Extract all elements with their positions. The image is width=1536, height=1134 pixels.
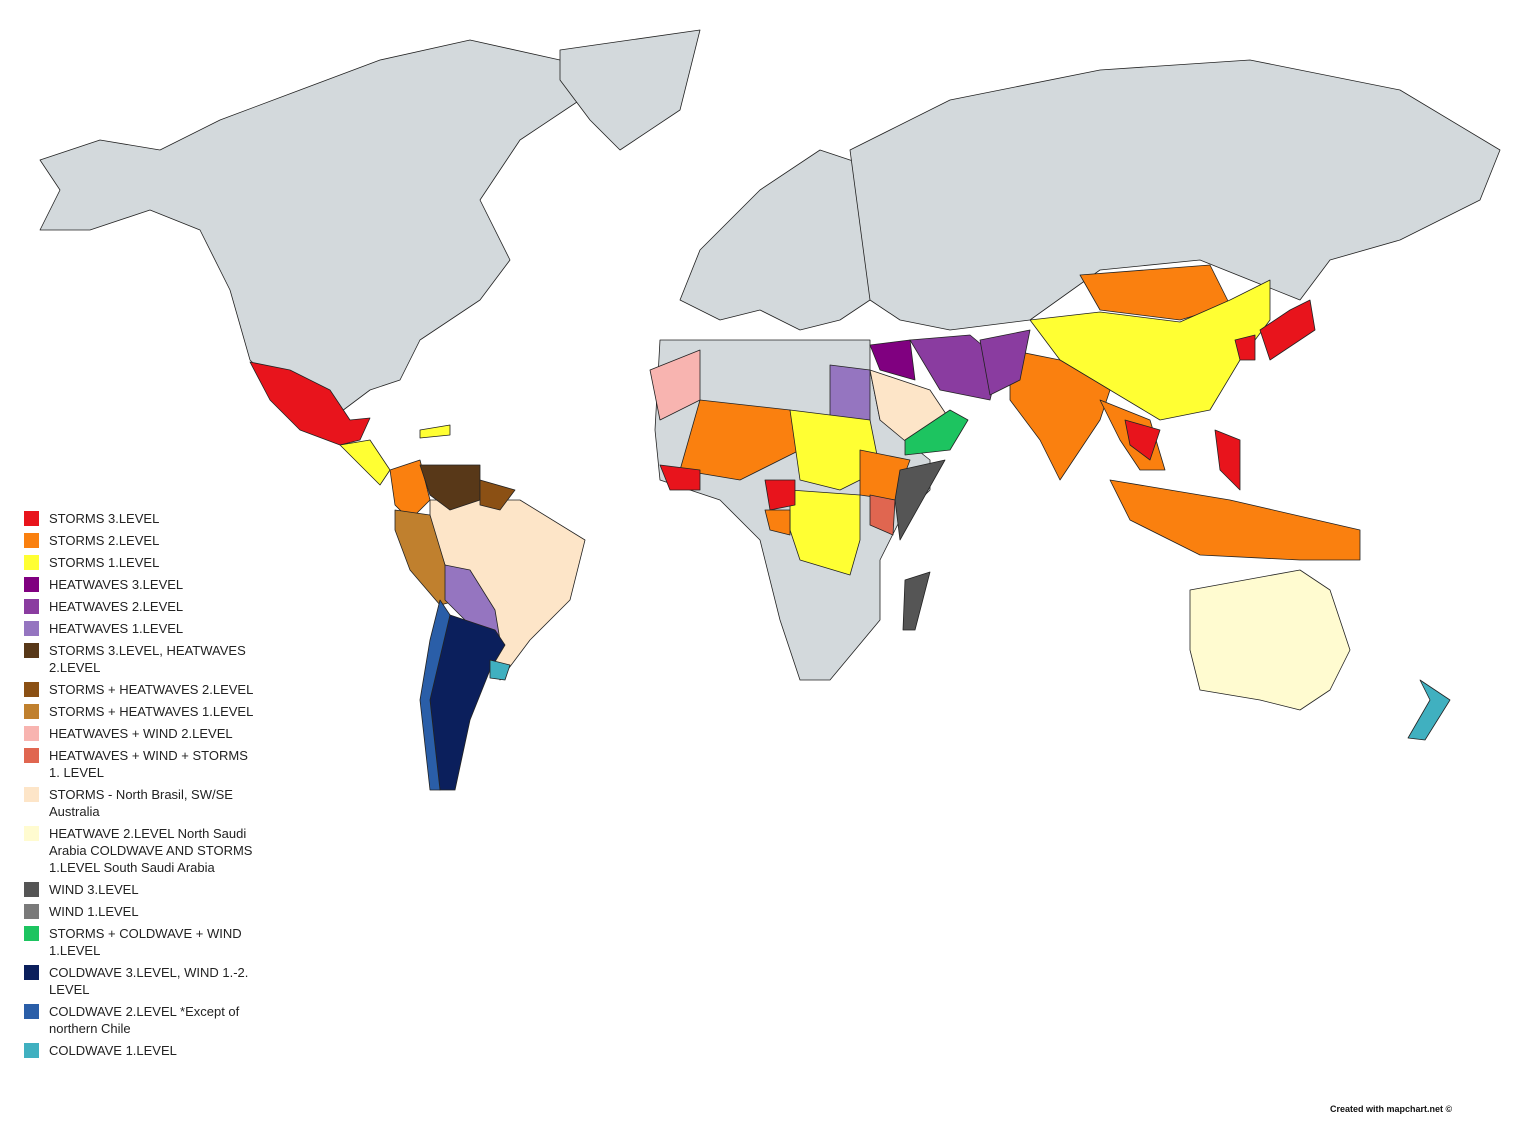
india — [1009, 349, 1111, 481]
legend-swatch — [24, 704, 39, 719]
legend-label: STORMS - North Brasil, SW/SE Australia — [49, 787, 233, 819]
legend-swatch — [24, 904, 39, 919]
legend-swatch — [24, 621, 39, 636]
madagascar — [902, 571, 931, 631]
legend-swatch — [24, 599, 39, 614]
legend-item: HEATWAVES + WIND 2.LEVEL — [24, 725, 274, 742]
sahel — [679, 399, 801, 481]
west-africa — [659, 464, 701, 491]
philippines — [1214, 429, 1241, 491]
legend-item: STORMS - North Brasil, SW/SE Australia — [24, 786, 274, 820]
regions — [249, 264, 1451, 791]
indonesia — [1109, 479, 1361, 561]
legend-item: STORMS 3.LEVEL, HEATWAVES 2.LEVEL — [24, 642, 274, 676]
legend-label: HEATWAVES 3.LEVEL — [49, 577, 184, 592]
thailand — [1124, 419, 1161, 461]
legend-swatch — [24, 682, 39, 697]
legend-item: HEATWAVES 1.LEVEL — [24, 620, 274, 637]
kenya — [869, 494, 896, 536]
colombia — [389, 459, 431, 521]
greenland — [559, 29, 701, 151]
afghanistan — [979, 329, 1031, 396]
legend: STORMS 3.LEVEL STORMS 2.LEVEL STORMS 1.LEV… — [24, 510, 274, 1064]
legend-swatch — [24, 965, 39, 980]
legend-swatch — [24, 882, 39, 897]
somalia — [894, 459, 946, 541]
legend-item: COLDWAVE 3.LEVEL, WIND 1.-2. LEVEL — [24, 964, 274, 998]
legend-swatch — [24, 1043, 39, 1058]
legend-label: STORMS + HEATWAVES 2.LEVEL — [49, 682, 254, 697]
legend-item: STORMS + HEATWAVES 1.LEVEL — [24, 703, 274, 720]
japan — [1259, 299, 1316, 361]
legend-label: STORMS 3.LEVEL, HEATWAVES 2.LEVEL — [49, 643, 246, 675]
venezuela — [419, 464, 481, 511]
mexico — [249, 361, 371, 446]
legend-label: STORMS + COLDWAVE + WIND 1.LEVEL — [49, 926, 242, 958]
asia — [849, 59, 1501, 331]
legend-item: WIND 3.LEVEL — [24, 881, 274, 898]
korea — [1234, 334, 1256, 361]
new-zealand — [1407, 679, 1451, 741]
legend-swatch — [24, 748, 39, 763]
egypt — [829, 364, 871, 421]
legend-label: HEATWAVE 2.LEVEL North Saudi Arabia COLD… — [49, 826, 253, 875]
legend-swatch — [24, 577, 39, 592]
legend-label: HEATWAVES 1.LEVEL — [49, 621, 184, 636]
australia — [1189, 569, 1351, 711]
legend-label: STORMS + HEATWAVES 1.LEVEL — [49, 704, 254, 719]
legend-label: COLDWAVE 2.LEVEL *Except of northern Chi… — [49, 1004, 240, 1036]
legend-swatch — [24, 643, 39, 658]
legend-label: HEATWAVES + WIND + STORMS 1. LEVEL — [49, 748, 248, 780]
chile — [419, 599, 451, 791]
legend-swatch — [24, 787, 39, 802]
credit: Created with mapchart.net © — [1330, 1104, 1453, 1114]
legend-label: COLDWAVE 3.LEVEL, WIND 1.-2. LEVEL — [49, 965, 249, 997]
gabon — [764, 509, 791, 536]
legend-label: STORMS 3.LEVEL — [49, 511, 160, 526]
legend-swatch — [24, 533, 39, 548]
legend-swatch — [24, 826, 39, 841]
legend-label: WIND 3.LEVEL — [49, 882, 139, 897]
legend-item: STORMS 2.LEVEL — [24, 532, 274, 549]
legend-swatch — [24, 511, 39, 526]
legend-label: HEATWAVES + WIND 2.LEVEL — [49, 726, 233, 741]
legend-item: COLDWAVE 2.LEVEL *Except of northern Chi… — [24, 1003, 274, 1037]
legend-label: STORMS 2.LEVEL — [49, 533, 160, 548]
legend-item: STORMS 1.LEVEL — [24, 554, 274, 571]
legend-item: HEATWAVES 2.LEVEL — [24, 598, 274, 615]
legend-label: WIND 1.LEVEL — [49, 904, 139, 919]
guyana — [479, 479, 516, 511]
legend-item: HEATWAVE 2.LEVEL North Saudi Arabia COLD… — [24, 825, 274, 876]
yemen-oman — [904, 409, 969, 456]
legend-item: WIND 1.LEVEL — [24, 903, 274, 920]
legend-label: STORMS 1.LEVEL — [49, 555, 160, 570]
north-america — [39, 39, 581, 421]
cameroon — [764, 479, 796, 511]
legend-item: STORMS 3.LEVEL — [24, 510, 274, 527]
legend-swatch — [24, 726, 39, 741]
legend-swatch — [24, 926, 39, 941]
uruguay — [489, 659, 511, 681]
central-america — [339, 439, 391, 486]
legend-label: HEATWAVES 2.LEVEL — [49, 599, 184, 614]
legend-item: COLDWAVE 1.LEVEL — [24, 1042, 274, 1059]
syria-iraq — [869, 339, 916, 381]
legend-item: STORMS + COLDWAVE + WIND 1.LEVEL — [24, 925, 274, 959]
legend-label: COLDWAVE 1.LEVEL — [49, 1043, 177, 1058]
legend-swatch — [24, 1004, 39, 1019]
caribbean — [419, 424, 451, 439]
legend-swatch — [24, 555, 39, 570]
legend-item: STORMS + HEATWAVES 2.LEVEL — [24, 681, 274, 698]
legend-item: HEATWAVES 3.LEVEL — [24, 576, 274, 593]
europe — [679, 149, 881, 331]
legend-item: HEATWAVES + WIND + STORMS 1. LEVEL — [24, 747, 274, 781]
